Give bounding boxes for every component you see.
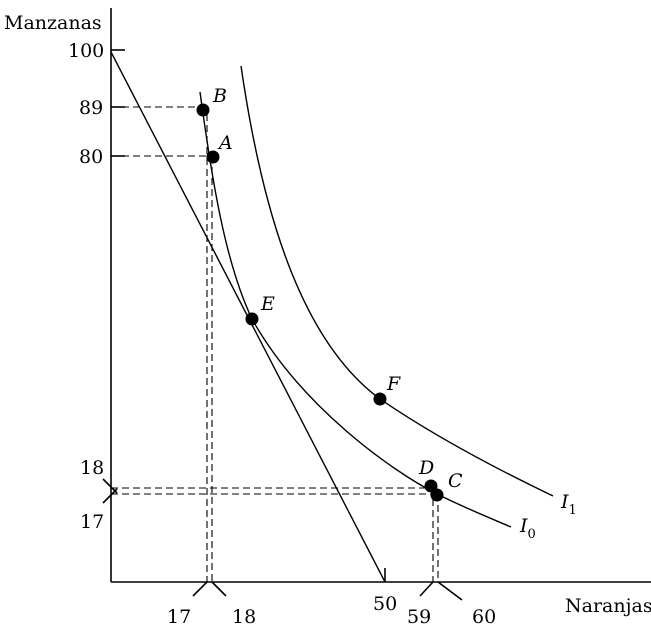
y-tick-label-18: 18 xyxy=(80,457,104,479)
point-f xyxy=(373,392,387,406)
point-label-c: C xyxy=(448,470,463,492)
point-e xyxy=(245,312,259,326)
x-axis-title: Naranjas xyxy=(565,595,651,617)
point-c xyxy=(430,488,444,502)
point-label-e: E xyxy=(260,293,275,315)
x-tick-label-18: 18 xyxy=(232,606,256,628)
y-tick-label-80: 80 xyxy=(79,146,103,168)
point-b xyxy=(196,103,210,117)
y-tick-label-100: 100 xyxy=(68,40,104,62)
x-tick-60-leader xyxy=(437,581,463,601)
x-tick-label-17: 17 xyxy=(167,606,191,628)
indifference-curve-i1 xyxy=(240,65,554,497)
curve-label-i0: I0 xyxy=(519,515,536,542)
x-tick-59-leader xyxy=(419,581,434,597)
x-tick-label-59: 59 xyxy=(407,606,431,628)
x-tick-18-leader xyxy=(211,581,227,597)
y-axis-title: Manzanas xyxy=(4,12,102,34)
x-tick-label-50: 50 xyxy=(373,593,397,615)
indifference-curve-i0 xyxy=(199,91,512,528)
point-label-b: B xyxy=(212,85,227,107)
point-label-d: D xyxy=(418,457,434,479)
point-a xyxy=(206,150,220,164)
y-tick-17-leader xyxy=(102,488,118,504)
point-label-f: F xyxy=(386,373,401,395)
x-tick-17-leader xyxy=(192,581,208,597)
y-tick-label-89: 89 xyxy=(79,97,103,119)
curve-label-i1: I1 xyxy=(560,491,577,518)
point-label-a: A xyxy=(217,132,233,154)
y-tick-label-17: 17 xyxy=(80,511,104,533)
x-tick-label-60: 60 xyxy=(472,606,496,628)
